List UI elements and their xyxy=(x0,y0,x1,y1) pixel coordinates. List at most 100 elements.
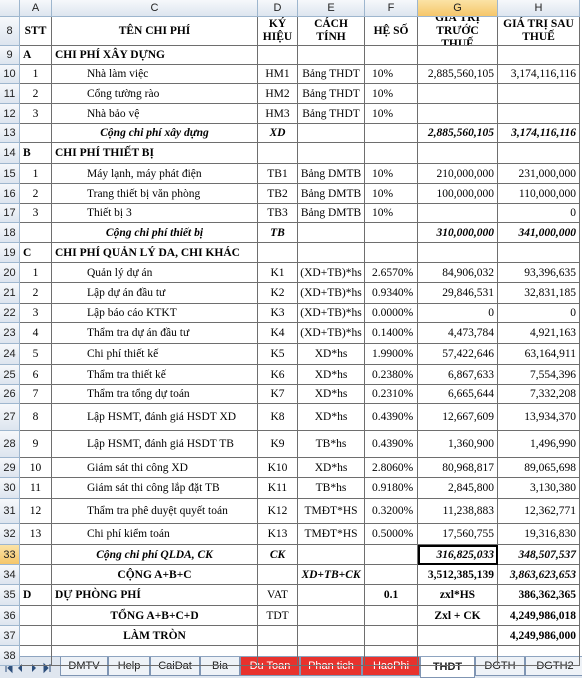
table-cell[interactable]: 1 xyxy=(20,263,52,283)
table-cell[interactable]: TB1 xyxy=(258,164,298,184)
row-header[interactable]: 36 xyxy=(0,606,20,626)
row-header[interactable]: 16 xyxy=(0,184,20,204)
table-cell[interactable]: Thẩm tra tổng dự toán xyxy=(52,385,258,404)
table-cell[interactable]: Bảng DMTB xyxy=(298,204,365,223)
table-cell[interactable]: 310,000,000 xyxy=(418,223,498,243)
table-cell[interactable]: 19,316,830 xyxy=(498,524,580,545)
table-cell[interactable]: 1,360,900 xyxy=(418,431,498,458)
table-cell[interactable]: 2 xyxy=(20,84,52,104)
table-cell[interactable] xyxy=(365,243,418,263)
table-cell[interactable]: Bảng THDT xyxy=(298,84,365,104)
table-cell[interactable]: Lập dự án đầu tư xyxy=(52,283,258,304)
table-header-cell[interactable]: KÝ HIỆU xyxy=(258,17,298,46)
table-cell[interactable]: XD*hs xyxy=(298,385,365,404)
table-cell[interactable]: 89,065,698 xyxy=(498,458,580,478)
table-cell[interactable] xyxy=(298,124,365,143)
table-cell[interactable] xyxy=(258,626,298,646)
column-header[interactable]: G xyxy=(418,0,498,17)
table-cell[interactable] xyxy=(20,223,52,243)
table-cell[interactable] xyxy=(418,204,498,223)
table-cell[interactable] xyxy=(365,626,418,646)
table-cell[interactable]: Nhà bảo vệ xyxy=(52,104,258,124)
table-cell[interactable]: 10% xyxy=(365,104,418,124)
row-header[interactable]: 13 xyxy=(0,124,20,143)
table-cell[interactable]: (XD+TB)*hs xyxy=(298,263,365,283)
table-cell[interactable]: 80,968,817 xyxy=(418,458,498,478)
table-cell[interactable]: 17,560,755 xyxy=(418,524,498,545)
table-cell[interactable]: K11 xyxy=(258,478,298,499)
table-cell[interactable]: 0.9340% xyxy=(365,283,418,304)
table-cell[interactable]: 0.0000% xyxy=(365,304,418,323)
table-cell[interactable]: 7,332,208 xyxy=(498,385,580,404)
table-cell[interactable]: 4,921,163 xyxy=(498,323,580,344)
column-header[interactable]: H xyxy=(498,0,580,17)
row-header[interactable]: 14 xyxy=(0,143,20,164)
row-header[interactable]: 24 xyxy=(0,344,20,365)
table-cell[interactable]: 0.4390% xyxy=(365,431,418,458)
row-header[interactable]: 32 xyxy=(0,524,20,545)
table-cell[interactable]: Cộng chi phí QLDA, CK xyxy=(52,545,258,565)
table-cell[interactable]: K7 xyxy=(258,385,298,404)
table-cell[interactable] xyxy=(298,46,365,65)
table-cell[interactable] xyxy=(298,243,365,263)
row-header[interactable]: 37 xyxy=(0,626,20,646)
table-cell[interactable] xyxy=(20,626,52,646)
table-cell[interactable]: Lập báo cáo KTKT xyxy=(52,304,258,323)
table-cell[interactable]: 13,934,370 xyxy=(498,404,580,431)
table-cell[interactable]: 0 xyxy=(498,204,580,223)
table-cell[interactable] xyxy=(418,646,498,666)
table-cell[interactable]: TDT xyxy=(258,606,298,626)
table-cell[interactable]: (XD+TB)*hs xyxy=(298,323,365,344)
table-cell[interactable] xyxy=(498,46,580,65)
table-cell[interactable] xyxy=(365,143,418,164)
table-cell[interactable]: 1.9900% xyxy=(365,344,418,365)
row-header[interactable]: 21 xyxy=(0,283,20,304)
table-cell[interactable]: XD xyxy=(258,124,298,143)
table-cell[interactable]: Trang thiết bị văn phòng xyxy=(52,184,258,204)
table-cell[interactable] xyxy=(258,243,298,263)
table-cell[interactable] xyxy=(298,223,365,243)
table-cell[interactable] xyxy=(365,46,418,65)
table-cell[interactable] xyxy=(20,606,52,626)
column-header[interactable]: F xyxy=(365,0,418,17)
table-cell[interactable]: K10 xyxy=(258,458,298,478)
table-cell[interactable] xyxy=(365,565,418,585)
table-cell[interactable]: CHI PHÍ XÂY DỰNG xyxy=(52,46,258,65)
table-cell[interactable]: DỰ PHÒNG PHÍ xyxy=(52,585,258,606)
row-header[interactable]: 29 xyxy=(0,458,20,478)
table-cell[interactable]: XD*hs xyxy=(298,344,365,365)
table-cell[interactable]: C xyxy=(20,243,52,263)
table-cell[interactable]: (XD+TB)*hs xyxy=(298,304,365,323)
row-header[interactable]: 12 xyxy=(0,104,20,124)
table-cell[interactable]: Cổng tường rào xyxy=(52,84,258,104)
table-cell[interactable]: Thẩm tra thiết kế xyxy=(52,365,258,385)
table-cell[interactable]: 10% xyxy=(365,84,418,104)
table-cell[interactable]: K2 xyxy=(258,283,298,304)
table-cell[interactable]: CHI PHÍ QUẢN LÝ DA, CHI KHÁC xyxy=(52,243,258,263)
sheet-tab[interactable]: Du Toan xyxy=(240,657,300,676)
table-cell[interactable]: 7,554,396 xyxy=(498,365,580,385)
table-cell[interactable]: TB*hs xyxy=(298,431,365,458)
table-cell[interactable] xyxy=(258,143,298,164)
table-header-cell[interactable]: HỆ SỐ xyxy=(365,17,418,46)
table-cell[interactable]: 12,667,609 xyxy=(418,404,498,431)
table-cell[interactable]: 63,164,911 xyxy=(498,344,580,365)
table-cell[interactable]: XD*hs xyxy=(298,458,365,478)
sheet-tab[interactable]: DMTV xyxy=(60,657,108,676)
table-cell[interactable]: HM2 xyxy=(258,84,298,104)
table-cell[interactable]: TỔNG A+B+C+D xyxy=(52,606,258,626)
table-cell[interactable]: 0.5000% xyxy=(365,524,418,545)
tab-navigation[interactable] xyxy=(0,658,58,678)
row-header[interactable]: 18 xyxy=(0,223,20,243)
table-cell[interactable]: Bảng THDT xyxy=(298,104,365,124)
table-cell[interactable]: XD*hs xyxy=(298,404,365,431)
table-cell[interactable]: 1 xyxy=(20,65,52,84)
table-cell[interactable] xyxy=(20,545,52,565)
row-header[interactable]: 8 xyxy=(0,17,20,46)
table-cell[interactable]: Nhà làm việc xyxy=(52,65,258,84)
table-cell[interactable]: 3 xyxy=(20,104,52,124)
table-cell[interactable]: 84,906,032 xyxy=(418,263,498,283)
table-cell[interactable]: 0.2380% xyxy=(365,365,418,385)
row-header[interactable]: 33 xyxy=(0,545,20,565)
table-cell[interactable]: 0 xyxy=(498,304,580,323)
